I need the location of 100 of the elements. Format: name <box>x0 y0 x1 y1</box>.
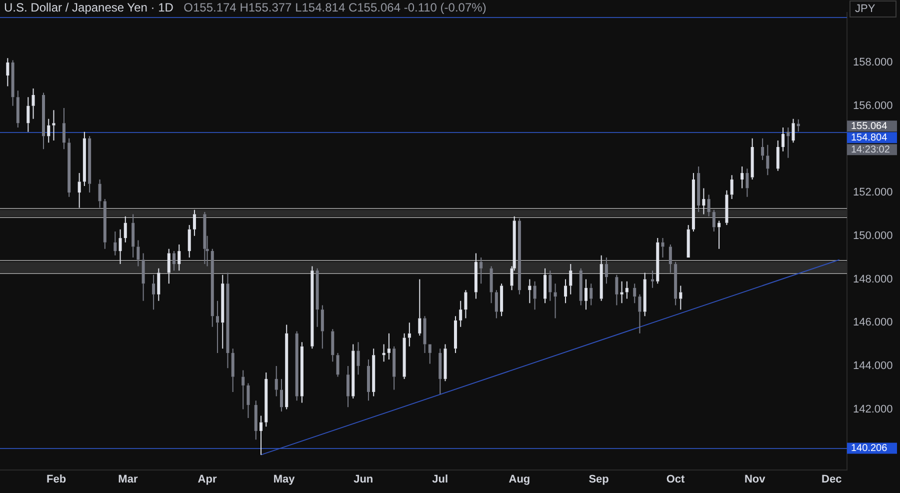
candlestick <box>402 332 406 380</box>
candlestick <box>418 278 422 336</box>
candlestick <box>686 224 690 258</box>
candlestick <box>518 218 521 295</box>
candlestick <box>372 348 376 397</box>
candlestick <box>454 316 457 354</box>
candlestick <box>300 342 304 404</box>
candlestick <box>444 344 447 382</box>
candlestick <box>750 138 754 180</box>
candlestick <box>356 342 360 376</box>
candlestick <box>615 274 618 306</box>
candlestick <box>392 346 396 390</box>
y-tick-label: 142.000 <box>853 403 893 416</box>
candlestick <box>142 252 145 302</box>
candlestick <box>620 280 624 304</box>
candlestick <box>203 212 206 265</box>
candlestick <box>480 257 483 284</box>
candlestick <box>668 244 672 274</box>
candlestick <box>766 144 770 176</box>
candlestick <box>792 118 795 144</box>
candlestick <box>264 372 268 428</box>
y-tick-label: 156.000 <box>853 100 893 112</box>
candlestick <box>548 270 552 302</box>
candlestick <box>707 194 710 217</box>
candlestick <box>786 126 790 158</box>
candlestick <box>718 220 721 250</box>
candlestick <box>656 238 660 284</box>
candlestick <box>638 294 642 334</box>
candlestick <box>152 274 156 310</box>
candlestick <box>408 322 411 347</box>
candlestick <box>746 168 749 198</box>
y-tick-label: 144.000 <box>853 360 893 372</box>
candlestick <box>697 166 700 213</box>
candlestick <box>136 240 140 267</box>
candlestick <box>188 224 191 258</box>
candlestick <box>352 344 355 399</box>
candlestick <box>260 415 263 456</box>
candlestick <box>643 272 646 317</box>
candlestick <box>569 264 572 295</box>
candlestick <box>702 188 706 215</box>
candlestick <box>167 248 170 284</box>
candlestick <box>579 268 582 306</box>
ref-line-label: 140.206 <box>851 442 888 454</box>
candlestick <box>387 332 390 360</box>
candlestick <box>231 348 234 392</box>
x-tick-label: Aug <box>508 474 530 486</box>
candlestick <box>584 278 588 310</box>
x-tick-label: Jun <box>354 474 374 486</box>
annotation: O155.174 H155.377 L154.814 C155.064 -0.110 (-0.07%) <box>184 0 486 14</box>
candlestick <box>274 365 278 397</box>
y-tick-label: 150.000 <box>853 230 893 242</box>
candlestick <box>423 316 426 354</box>
x-tick-label: Nov <box>744 474 766 486</box>
candlestick <box>178 244 181 272</box>
candlestick <box>625 280 628 300</box>
candlestick <box>226 272 230 369</box>
text: JPY <box>855 3 876 16</box>
x-tick-label: Sep <box>588 474 610 486</box>
chart-title: U.S. Dollar / Japanese Yen · 1D <box>4 0 174 14</box>
candlestick <box>336 352 340 378</box>
candlestick <box>254 400 258 440</box>
y-tick-label: 148.000 <box>853 273 893 286</box>
x-tick-label: Oct <box>666 474 686 486</box>
candlestick <box>438 348 442 395</box>
candlestick <box>740 166 744 189</box>
candlestick <box>725 190 728 226</box>
candlestick <box>796 118 800 132</box>
ref-line-label: 154.804 <box>851 132 888 144</box>
candlestick <box>692 172 695 232</box>
candlestick <box>500 283 504 317</box>
candlestick <box>285 324 288 410</box>
candlestick <box>564 278 568 304</box>
candlestick <box>494 290 498 319</box>
text: 14:23:02 <box>851 144 890 156</box>
candlestick <box>295 330 298 402</box>
candlestick <box>310 266 314 350</box>
x-tick-label: Feb <box>46 474 66 486</box>
x-tick-label: Dec <box>822 474 842 486</box>
candlestick <box>246 382 250 418</box>
candlestick <box>651 270 654 288</box>
candlestick <box>382 344 386 362</box>
candlestick <box>210 248 214 328</box>
candlestick <box>661 238 664 258</box>
candlestick <box>730 174 734 200</box>
candlestick <box>221 274 224 350</box>
candlestick <box>712 209 716 232</box>
candlestick <box>157 268 160 302</box>
candlestick <box>490 266 493 304</box>
x-tick-label: May <box>273 474 296 486</box>
candlestick <box>242 370 245 410</box>
text: 155.064 <box>851 120 888 132</box>
candlestick <box>776 140 780 172</box>
candlestick <box>366 358 370 402</box>
candlestick <box>331 328 334 362</box>
candlestick <box>544 268 547 304</box>
candlestick <box>633 283 636 304</box>
candlestick <box>316 268 319 328</box>
x-tick-label: Jul <box>432 474 448 486</box>
candlestick <box>590 283 593 306</box>
candlestick <box>528 278 532 304</box>
